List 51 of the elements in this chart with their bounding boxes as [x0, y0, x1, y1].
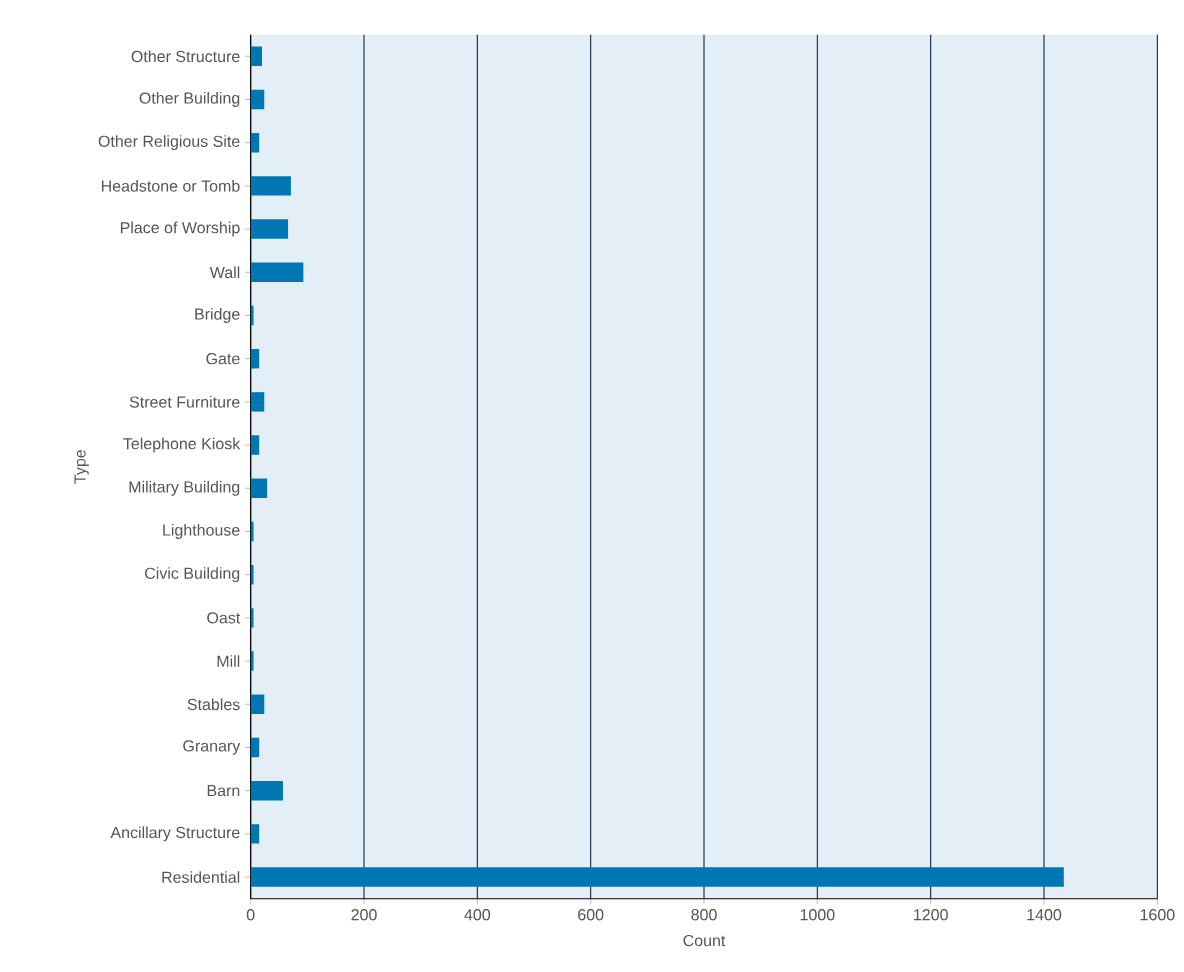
bar — [250, 694, 265, 714]
y-tick-label: Civic Building — [145, 567, 240, 583]
y-tick-label: Granary — [183, 740, 241, 755]
y-tick-label: Wall — [209, 266, 240, 279]
x-tick-label: 200 — [351, 909, 377, 921]
bar — [250, 46, 262, 66]
y-tick-label: Barn — [207, 785, 240, 797]
y-tick-label: Other Building — [139, 92, 240, 107]
x-tick-label: 1000 — [800, 909, 835, 921]
bar — [250, 348, 260, 369]
y-tick-label: Gate — [206, 353, 240, 365]
bar — [250, 824, 260, 844]
bar — [250, 608, 254, 628]
x-tick-label: 0 — [246, 909, 255, 921]
bar — [250, 132, 260, 153]
x-tick-label: 800 — [691, 909, 717, 921]
y-tick-label: Headstone or Tomb — [101, 180, 240, 192]
bar — [250, 564, 254, 585]
bar — [250, 392, 265, 412]
y-tick-label: Lighthouse — [163, 524, 240, 539]
bar — [250, 305, 254, 326]
y-tick-label: Other Structure — [131, 50, 240, 63]
x-tick-label: 600 — [578, 909, 604, 921]
y-tick-label: Place of Worship — [120, 221, 240, 237]
y-tick-label: Military Building — [129, 480, 240, 496]
bar — [250, 176, 291, 196]
bar — [250, 651, 254, 671]
y-tick-label: Oast — [207, 612, 241, 624]
y-tick-label: Telephone Kiosk — [123, 437, 241, 453]
bar — [250, 478, 268, 498]
y-tick-label: Residential — [162, 871, 240, 883]
bar — [250, 737, 260, 758]
y-tick-label: Stables — [187, 698, 240, 711]
x-tick-label: 1600 — [1140, 909, 1175, 921]
y-tick-label: Ancillary Structure — [110, 826, 240, 842]
y-tick-label: Street Furniture — [129, 396, 240, 408]
x-tick-label: 400 — [464, 909, 491, 921]
x-tick-label: 1400 — [1027, 909, 1062, 921]
bar — [250, 780, 283, 801]
x-tick-label: 1200 — [914, 909, 948, 921]
bar — [250, 435, 260, 455]
bar — [250, 89, 265, 110]
y-tick-label: Mill — [217, 655, 240, 667]
y-axis-title: Type — [74, 450, 89, 484]
x-axis-title: Count — [683, 934, 726, 947]
bar — [250, 219, 289, 239]
y-tick-label: Bridge — [195, 308, 240, 323]
bar — [250, 521, 254, 542]
bar — [250, 262, 304, 282]
bar — [250, 867, 1064, 887]
y-tick-label: Other Religious Site — [98, 135, 240, 151]
